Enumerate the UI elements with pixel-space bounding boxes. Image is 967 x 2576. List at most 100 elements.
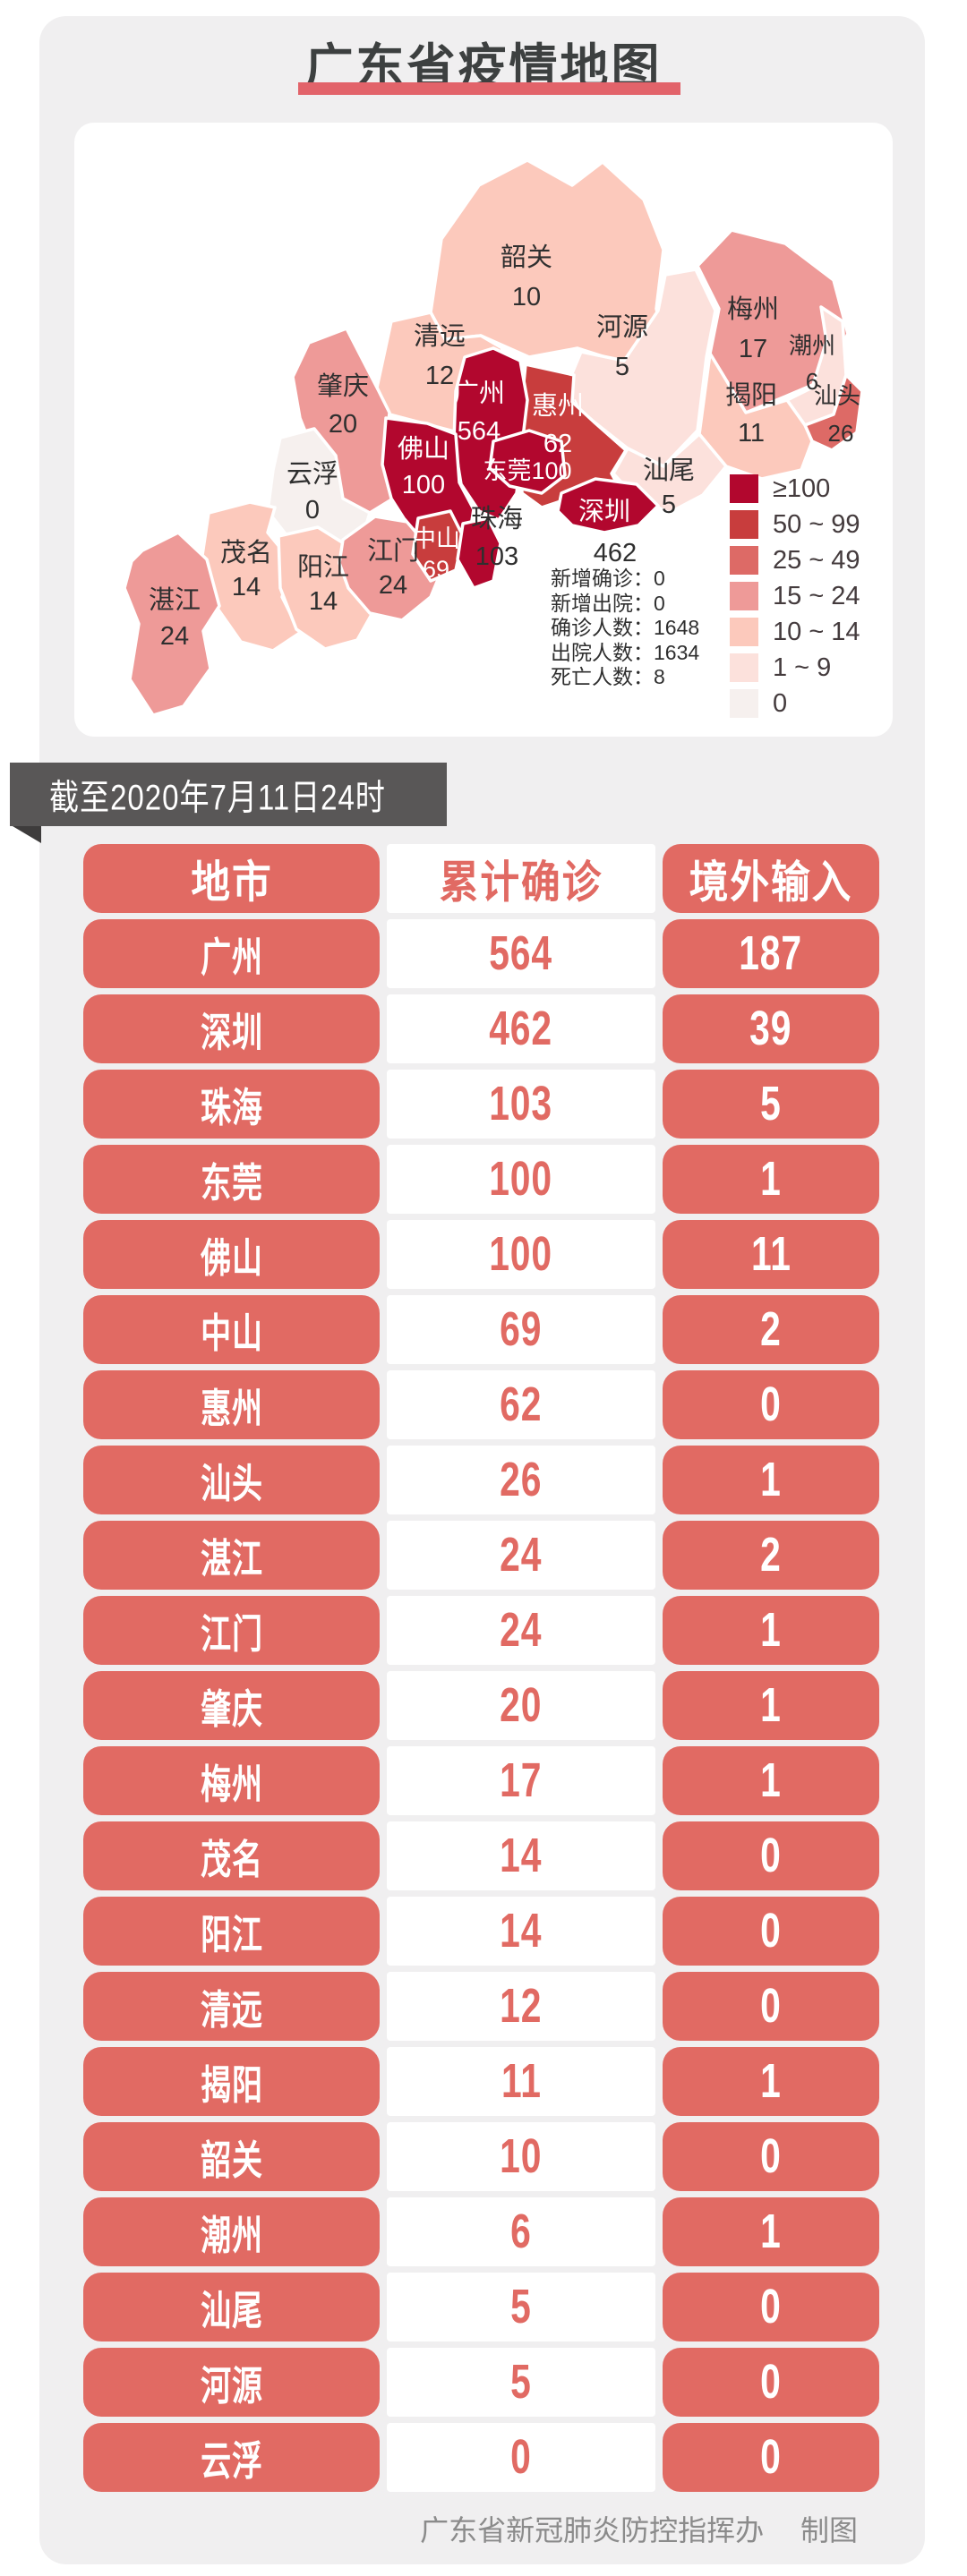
- confirmed-cell: 6: [387, 2197, 655, 2266]
- legend-label: 10 ~ 14: [773, 617, 860, 646]
- title-underline: [298, 82, 680, 95]
- date-ribbon-fold: [13, 826, 41, 843]
- map-label-shantou-value: 26: [828, 420, 854, 447]
- table-row-1: 广州 564 187: [83, 919, 879, 988]
- imported-cell: 11: [663, 1220, 879, 1289]
- imported-cell: 1: [663, 1746, 879, 1815]
- legend-swatch: [730, 510, 758, 539]
- city-cell: 惠州: [83, 1370, 380, 1439]
- confirmed-cell: 12: [387, 1972, 655, 2041]
- legend-item: ≥100: [730, 474, 860, 503]
- imported-cell: 0: [663, 1897, 879, 1966]
- table-row-20: 河源 5 0: [83, 2348, 879, 2417]
- legend-label: 15 ~ 24: [773, 581, 860, 610]
- map-label-zhanjiang-value: 24: [160, 622, 189, 651]
- map-label-jiangmen-name: 江门: [367, 536, 419, 566]
- legend-item: 15 ~ 24: [730, 582, 860, 610]
- imported-cell: 5: [663, 1070, 879, 1139]
- imported-cell: 1: [663, 1446, 879, 1514]
- header-confirmed-cell: 累计确诊: [387, 844, 655, 913]
- stat-line: 死亡人数：8: [551, 665, 665, 688]
- imported-cell: 1: [663, 2197, 879, 2266]
- confirmed-cell: 62: [387, 1370, 655, 1439]
- imported-cell: 187: [663, 919, 879, 988]
- map-label-meizhou-value: 17: [739, 335, 767, 363]
- city-cell: 韶关: [83, 2122, 380, 2191]
- imported-cell: 0: [663, 2122, 879, 2191]
- map-region-shenzhen: [556, 477, 660, 534]
- table-row-10: 江门 24 1: [83, 1596, 879, 1665]
- legend-swatch: [730, 546, 758, 575]
- table-header-row: 地市 累计确诊 境外输入: [83, 844, 879, 913]
- table-row-14: 阳江 14 0: [83, 1897, 879, 1966]
- legend-swatch: [730, 474, 758, 503]
- map-label-qingyuan-name: 清远: [414, 321, 466, 351]
- legend-swatch: [730, 618, 758, 646]
- city-cell: 阳江: [83, 1897, 380, 1966]
- table-row-19: 汕尾 5 0: [83, 2273, 879, 2341]
- table-row-11: 肇庆 20 1: [83, 1671, 879, 1740]
- table-row-12: 梅州 17 1: [83, 1746, 879, 1815]
- imported-cell: 1: [663, 1671, 879, 1740]
- city-cell: 汕尾: [83, 2273, 380, 2341]
- stat-line: 新增确诊：0: [551, 567, 665, 590]
- legend-item: 1 ~ 9: [730, 653, 860, 682]
- map-label-maoming-value: 14: [232, 573, 261, 601]
- map-label-shantou-name: 汕头: [814, 382, 860, 409]
- city-cell: 佛山: [83, 1220, 380, 1289]
- city-cell: 东莞: [83, 1145, 380, 1214]
- confirmed-cell: 69: [387, 1295, 655, 1364]
- city-cell: 清远: [83, 1972, 380, 2041]
- legend-item: 25 ~ 49: [730, 546, 860, 575]
- legend-label: 1 ~ 9: [773, 653, 832, 682]
- city-cell: 河源: [83, 2348, 380, 2417]
- confirmed-cell: 5: [387, 2348, 655, 2417]
- confirmed-cell: 103: [387, 1070, 655, 1139]
- table-row-8: 汕头 26 1: [83, 1446, 879, 1514]
- map-summary-stats: 新增确诊：0 新增出院：0 确诊人数：1648 出院人数：1634 死亡人数：8: [551, 567, 699, 690]
- map-region-zhongshan: [411, 509, 465, 583]
- map-label-heyuan-name: 河源: [596, 312, 648, 342]
- imported-cell: 0: [663, 2423, 879, 2492]
- map-region-zhanjiang: [123, 531, 221, 717]
- map-region-dongguan: [488, 429, 567, 495]
- legend-swatch: [730, 653, 758, 682]
- footer-credit: 广东省新冠肺炎防控指挥办 制图: [420, 2514, 858, 2546]
- map-label-shenzhen-name: 深圳: [578, 498, 630, 526]
- date-ribbon: 截至2020年7月11日24时: [10, 763, 447, 826]
- confirmed-cell: 14: [387, 1821, 655, 1890]
- map-label-guangzhou-value: 564: [458, 417, 501, 446]
- map-label-huizhou-value: 62: [543, 430, 572, 458]
- legend-swatch: [730, 582, 758, 610]
- map-label-meizhou-name: 梅州: [727, 294, 779, 324]
- imported-cell: 1: [663, 1145, 879, 1214]
- table-row-5: 佛山 100 11: [83, 1220, 879, 1289]
- imported-cell: 0: [663, 2348, 879, 2417]
- map-label-foshan-name: 佛山: [398, 434, 449, 464]
- legend-item: 10 ~ 14: [730, 618, 860, 646]
- confirmed-cell: 11: [387, 2047, 655, 2116]
- table-row-7: 惠州 62 0: [83, 1370, 879, 1439]
- map-card: 韶关 10 清远 12 河源 5 梅州 17 潮州 6 汕头 26 揭阳 11 汕尾 5 惠州 62 肇庆 20 云浮 0…: [74, 123, 893, 737]
- map-label-yunfu-name: 云浮: [287, 459, 338, 489]
- map-label-yangjiang-name: 阳江: [297, 553, 349, 582]
- confirmed-cell: 5: [387, 2273, 655, 2341]
- city-cell: 梅州: [83, 1746, 380, 1815]
- imported-cell: 2: [663, 1295, 879, 1364]
- imported-cell: 0: [663, 1972, 879, 2041]
- confirmed-cell: 24: [387, 1596, 655, 1665]
- legend-item: 0: [730, 689, 860, 718]
- city-table: 地市 累计确诊 境外输入 广州 564 187 深圳 462 39 珠海 103 5 东莞 100 1 佛山 1…: [83, 844, 879, 2498]
- map-label-yangjiang-value: 14: [309, 587, 338, 616]
- legend-label: 25 ~ 49: [773, 545, 860, 575]
- map-label-chaozhou-value: 6: [806, 368, 818, 395]
- map-label-foshan-value: 100: [402, 471, 445, 499]
- table-row-4: 东莞 100 1: [83, 1145, 879, 1214]
- map-label-guangzhou-name: 广州: [453, 379, 505, 408]
- city-cell: 湛江: [83, 1521, 380, 1590]
- table-row-13: 茂名 14 0: [83, 1821, 879, 1890]
- map-legend: ≥100 50 ~ 99 25 ~ 49 15 ~ 24 10 ~ 14 1 ~ 9 0: [730, 474, 860, 725]
- map-label-jiangmen-value: 24: [379, 571, 407, 600]
- stat-line: 新增出院：0: [551, 591, 665, 615]
- city-cell: 云浮: [83, 2423, 380, 2492]
